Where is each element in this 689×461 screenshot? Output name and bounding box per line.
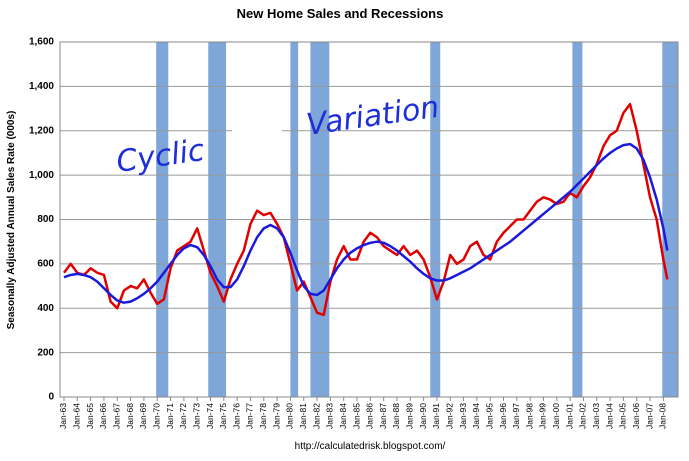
x-tick-label: Jan-06 <box>631 403 641 429</box>
x-tick-label: Jan-97 <box>511 403 521 429</box>
x-tick-label: Jan-89 <box>405 403 415 429</box>
y-tick-label: 1,400 <box>29 81 54 92</box>
y-tick-label: 600 <box>37 259 54 270</box>
x-tick-label: Jan-82 <box>311 403 321 429</box>
y-axis-label: Seasonally Adjusted Annual Sales Rate (0… <box>6 111 17 330</box>
series-line <box>63 102 669 317</box>
x-tick-label: Jan-87 <box>378 403 388 429</box>
x-tick-label: Jan-67 <box>112 403 122 429</box>
x-tick-label: Jan-05 <box>618 403 628 429</box>
x-tick-label: Jan-93 <box>458 403 468 429</box>
x-tick-label: Jan-00 <box>551 403 561 429</box>
x-tick-label: Jan-07 <box>644 403 654 429</box>
y-tick-label: 0 <box>48 392 54 403</box>
x-tick-label: Jan-64 <box>72 403 82 429</box>
x-tick-label: Jan-72 <box>178 403 188 429</box>
x-tick-label: Jan-84 <box>338 403 348 429</box>
y-tick-label: 200 <box>37 347 54 358</box>
x-tick-label: Jan-63 <box>58 403 68 429</box>
x-tick-label: Jan-68 <box>125 403 135 429</box>
x-tick-label: Jan-88 <box>391 403 401 429</box>
x-tick-label: Jan-95 <box>484 403 494 429</box>
x-tick-label: Jan-80 <box>285 403 295 429</box>
x-tick-label: Jan-70 <box>151 403 161 429</box>
x-tick-label: Jan-99 <box>538 403 548 429</box>
x-tick-label: Jan-92 <box>444 403 454 429</box>
series-line <box>63 142 669 304</box>
x-tick-label: Jan-04 <box>604 403 614 429</box>
x-tick-label: Jan-77 <box>245 403 255 429</box>
y-tick-label: 1,600 <box>29 37 54 48</box>
x-tick-label: Jan-76 <box>231 403 241 429</box>
x-tick-label: Jan-98 <box>524 403 534 429</box>
annotation: Cyclic <box>114 133 207 180</box>
x-tick-label: Jan-91 <box>431 403 441 429</box>
white-patch <box>232 120 282 156</box>
x-tick-label: Jan-74 <box>205 403 215 429</box>
source-note: http://calculatedrisk.blogspot.com/ <box>295 441 446 452</box>
plot-frame <box>59 41 679 398</box>
x-tick-label: Jan-03 <box>591 403 601 429</box>
x-tick-label: Jan-94 <box>471 403 481 429</box>
y-tick-label: 1,000 <box>29 170 54 181</box>
x-tick-label: Jan-71 <box>165 403 175 429</box>
x-tick-label: Jan-81 <box>298 403 308 429</box>
x-tick-label: Jan-08 <box>658 403 668 429</box>
x-tick-label: Jan-96 <box>498 403 508 429</box>
x-tick-label: Jan-02 <box>578 403 588 429</box>
y-tick-label: 800 <box>37 214 54 225</box>
x-tick-label: Jan-83 <box>325 403 335 429</box>
x-tick-label: Jan-79 <box>271 403 281 429</box>
x-tick-label: Jan-66 <box>98 403 108 429</box>
x-tick-label: Jan-65 <box>85 403 95 429</box>
x-tick-label: Jan-78 <box>258 403 268 429</box>
chart-title: New Home Sales and Recessions <box>237 6 444 21</box>
x-tick-label: Jan-73 <box>191 403 201 429</box>
x-tick-label: Jan-90 <box>418 403 428 429</box>
y-tick-label: 1,200 <box>29 125 54 136</box>
x-tick-label: Jan-69 <box>138 403 148 429</box>
x-tick-label: Jan-85 <box>351 403 361 429</box>
x-tick-label: Jan-01 <box>564 403 574 429</box>
x-tick-label: Jan-86 <box>365 403 375 429</box>
x-tick-label: Jan-75 <box>218 403 228 429</box>
y-tick-label: 400 <box>37 303 54 314</box>
